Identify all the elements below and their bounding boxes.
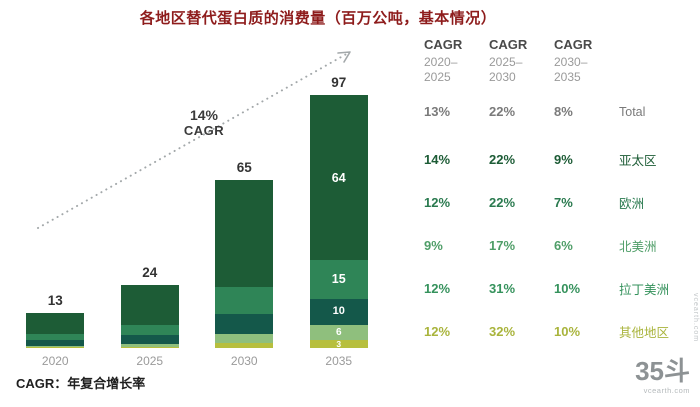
cagr-annotation: 14% CAGR xyxy=(168,107,240,138)
bar-segment-value: 10 xyxy=(332,305,345,318)
stacked-bar-chart: 13 2020 24 2025 65 2030 97 64 15 10 6 3 2035 xyxy=(8,75,387,368)
bar-segment-欧洲 xyxy=(26,334,85,341)
region-label: 拉丁美洲 xyxy=(619,283,670,297)
table-row-其他地区: 12% 32% 10% 其他地区 xyxy=(424,310,696,353)
cagr-value: 12% xyxy=(424,324,451,339)
table-row-北美洲: 9% 17% 6% 北美洲 xyxy=(424,224,696,267)
bar-stack xyxy=(120,285,179,348)
header-title: CAGR xyxy=(424,37,463,52)
chart-title: 各地区替代蛋白质的消费量（百万公吨，基本情况） xyxy=(139,10,497,27)
bar-segment-其他地区 xyxy=(26,347,85,348)
bar-group-2020: 13 2020 xyxy=(8,88,103,368)
cagr-annotation-value: 14% xyxy=(189,107,219,123)
bar-total-label: 97 xyxy=(331,75,347,91)
region-label: 其他地区 xyxy=(619,326,670,340)
bar-segment-其他地区 xyxy=(215,343,274,348)
x-axis-label: 2030 xyxy=(230,354,258,368)
table-row-拉丁美洲: 12% 31% 10% 拉丁美洲 xyxy=(424,267,696,310)
header-range: 2035 xyxy=(554,70,581,84)
cagr-value: 22% xyxy=(489,152,516,167)
cagr-value: 32% xyxy=(489,324,516,339)
table-header-spacer xyxy=(619,37,696,85)
bar-total-label: 65 xyxy=(236,159,252,175)
table-header: CAGR 2020– 2025 CAGR 2025– 2030 CAGR 2030– 2035 xyxy=(424,37,696,85)
bar-stack xyxy=(215,179,274,348)
cagr-value: 14% xyxy=(424,152,451,167)
bar-total-label: 24 xyxy=(142,265,158,281)
cagr-value: 22% xyxy=(489,104,516,119)
x-axis-label: 2035 xyxy=(325,354,353,368)
table-header-cell: CAGR 2025– 2030 xyxy=(489,37,554,85)
bar-segment-北美洲 xyxy=(26,340,85,346)
region-label: Total xyxy=(619,104,646,119)
bar-segment-value: 6 xyxy=(335,326,342,338)
side-watermark: vcearth.com xyxy=(692,293,699,343)
header-range: 2030 xyxy=(489,70,516,84)
bar-segment-亚太区 xyxy=(26,313,85,335)
bar-segment-北美洲 xyxy=(120,335,179,345)
bar-segment-value: 15 xyxy=(331,272,346,287)
bar-segment-拉丁美洲: 6 xyxy=(309,324,368,341)
header-range: 2025– xyxy=(489,55,523,69)
logo-text: 35斗 xyxy=(635,356,690,386)
bar-segment-value: 64 xyxy=(331,170,346,185)
logo-site-text: vcearth.com xyxy=(643,385,690,395)
bar-group-2030: 65 2030 xyxy=(197,88,292,368)
cagr-table: CAGR 2020– 2025 CAGR 2025– 2030 CAGR 2030– 2035 … xyxy=(424,37,696,353)
table-row-亚太区: 14% 22% 9% 亚太区 xyxy=(424,138,696,181)
bar-segment-北美洲: 10 xyxy=(309,299,368,325)
cagr-value: 8% xyxy=(554,104,573,119)
bar-total-label: 13 xyxy=(47,293,63,309)
bar-group-2035: 97 64 15 10 6 3 2035 xyxy=(292,75,387,368)
cagr-value: 6% xyxy=(554,238,573,253)
x-axis-label: 2020 xyxy=(41,354,69,368)
cagr-value: 9% xyxy=(554,152,573,167)
cagr-value: 10% xyxy=(554,324,581,339)
x-axis-label: 2025 xyxy=(136,354,164,368)
bar-group-2025: 24 2025 xyxy=(103,88,198,368)
cagr-value: 9% xyxy=(424,238,443,253)
region-label: 欧洲 xyxy=(619,197,645,211)
header-range: 2025 xyxy=(424,70,451,84)
bar-stack: 64 15 10 6 3 xyxy=(309,95,368,349)
bar-segment-value: 3 xyxy=(336,338,342,349)
cagr-value: 7% xyxy=(554,195,573,210)
bar-segment-其他地区 xyxy=(120,346,179,348)
cagr-value: 17% xyxy=(489,238,516,253)
cagr-value: 22% xyxy=(489,195,516,210)
cagr-annotation-label: CAGR xyxy=(183,123,225,138)
table-row-欧洲: 12% 22% 7% 欧洲 xyxy=(424,181,696,224)
bar-segment-欧洲 xyxy=(215,286,274,315)
header-range: 2020– xyxy=(424,55,458,69)
cagr-value: 12% xyxy=(424,281,451,296)
bar-segment-拉丁美洲 xyxy=(26,345,85,348)
region-label: 北美洲 xyxy=(619,240,657,254)
table-row-Total: 13% 22% 8% Total xyxy=(424,93,696,130)
bar-segment-拉丁美洲 xyxy=(215,333,274,344)
bar-segment-亚太区 xyxy=(120,285,179,326)
region-label: 亚太区 xyxy=(619,154,657,168)
bar-segment-欧洲: 15 xyxy=(309,260,368,300)
bar-segment-亚太区 xyxy=(215,179,274,287)
table-body: 13% 22% 8% Total 14% 22% 9% 亚太区 12% 22% 7% 欧洲 9% 17% 6… xyxy=(424,93,696,353)
bar-segment-拉丁美洲 xyxy=(120,344,179,347)
cagr-value: 10% xyxy=(554,281,581,296)
cagr-value: 12% xyxy=(424,195,451,210)
footnote: CAGR：年复合增长率 xyxy=(16,376,146,391)
header-title: CAGR xyxy=(489,37,528,52)
bar-segment-欧洲 xyxy=(120,325,179,336)
header-title: CAGR xyxy=(554,37,593,52)
bar-segment-北美洲 xyxy=(215,314,274,334)
bar-segment-其他地区: 3 xyxy=(309,338,368,349)
header-range: 2030– xyxy=(554,55,588,69)
bar-segment-亚太区: 64 xyxy=(309,95,368,261)
table-header-cell: CAGR 2030– 2035 xyxy=(554,37,619,85)
cagr-value: 13% xyxy=(424,104,451,119)
bar-stack xyxy=(26,313,85,348)
table-header-cell: CAGR 2020– 2025 xyxy=(424,37,489,85)
logo-watermark: 35斗 vcearth.com xyxy=(635,357,690,395)
cagr-value: 31% xyxy=(489,281,516,296)
